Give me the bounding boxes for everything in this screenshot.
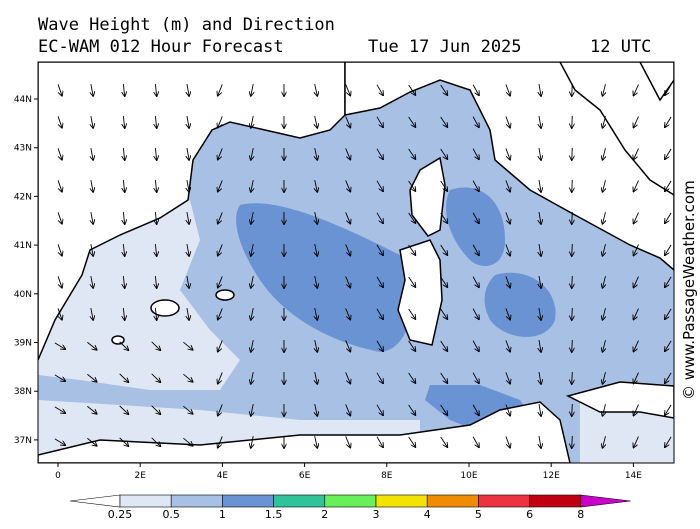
lon-label: 6E: [299, 471, 311, 481]
lat-label: 38N: [14, 387, 32, 397]
colorbar-label: 1.5: [265, 508, 283, 521]
island: [216, 290, 234, 300]
colorbar-segment: [222, 495, 273, 507]
wave-arrow: [572, 404, 573, 416]
colorbar-label: 1: [219, 508, 226, 521]
island: [151, 300, 179, 316]
title: Wave Height (m) and Direction: [38, 15, 335, 35]
lat-label: 37N: [14, 436, 32, 446]
colorbar-label: 0.25: [108, 508, 133, 521]
wave-arrow: [572, 308, 573, 320]
map-area: [38, 62, 674, 463]
wave-arrow: [572, 436, 573, 448]
colorbar-segment: [325, 495, 376, 507]
lon-label: 4E: [217, 471, 229, 481]
wave-arrow: [572, 340, 573, 352]
wave-arrow: [572, 148, 573, 160]
wave-arrow: [572, 372, 573, 384]
island: [112, 336, 124, 344]
wave-arrow: [572, 116, 573, 128]
wave-arrow: [572, 244, 573, 256]
colorbar-label: 2: [321, 508, 328, 521]
watermark: © www.PassageWeather.com: [680, 180, 698, 400]
colorbar-segment: [478, 495, 529, 507]
lat-label: 42N: [14, 192, 32, 202]
time: 12 UTC: [590, 37, 651, 57]
colorbar-label: 5: [475, 508, 482, 521]
colorbar-segment: [376, 495, 427, 507]
lon-label: 10E: [460, 471, 477, 481]
colorbar-end: [581, 495, 631, 507]
lat-label: 43N: [14, 144, 32, 154]
lon-label: 12E: [543, 471, 560, 481]
wave-arrow: [572, 180, 573, 192]
lat-label: 41N: [14, 241, 32, 251]
colorbar-label: 6: [526, 508, 533, 521]
lon-label: 2E: [134, 471, 146, 481]
colorbar-end: [70, 495, 120, 507]
colorbar-segment: [120, 495, 171, 507]
colorbar-label: 0.5: [162, 508, 180, 521]
colorbar-segment: [274, 495, 325, 507]
lon-label: 14E: [625, 471, 642, 481]
lat-label: 39N: [14, 339, 32, 349]
subtitle: EC-WAM 012 Hour Forecast: [38, 37, 284, 57]
lat-label: 40N: [14, 290, 32, 300]
colorbar-segment: [171, 495, 222, 507]
colorbar-segment: [427, 495, 478, 507]
wave-arrow: [572, 84, 573, 96]
colorbar-label: 8: [577, 508, 584, 521]
lon-label: 0: [55, 471, 61, 481]
colorbar-label: 4: [424, 508, 431, 521]
colorbar-label: 3: [373, 508, 380, 521]
lat-label: 44N: [14, 95, 32, 105]
wave-arrow: [572, 212, 573, 224]
date: Tue 17 Jun 2025: [368, 37, 522, 57]
colorbar: 0.25 0.5 1 1.5 2 3 4 5 6 8: [70, 495, 631, 521]
lon-label: 8E: [381, 471, 393, 481]
colorbar-segment: [530, 495, 581, 507]
wave-arrow: [572, 276, 573, 288]
